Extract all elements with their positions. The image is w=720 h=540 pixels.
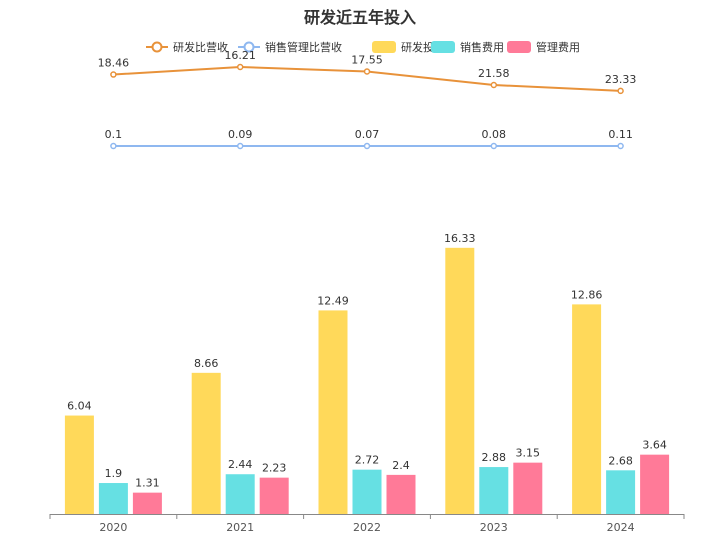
x-tick-label: 2020 [99,521,127,534]
line-point [110,142,117,150]
bar [352,469,382,514]
line-value-label: 0.09 [228,128,253,141]
line-value-label: 17.55 [351,53,383,66]
legend-label: 研发比营收 [173,40,228,54]
line-point [490,142,498,150]
x-tick-label: 2022 [353,521,381,534]
x-tick-label: 2021 [226,521,254,534]
bar [445,247,475,515]
line-value-label: 16.21 [224,49,256,62]
bar-value-label: 16.33 [444,232,476,245]
bar [479,467,509,514]
line-value-label: 18.46 [98,57,130,70]
bar-value-label: 3.15 [516,447,541,460]
legend-swatch-icon [431,41,455,53]
legend-marker-icon [243,41,255,53]
line-point [617,142,624,150]
bar [572,304,602,514]
line-point [110,71,117,78]
line-point [236,142,244,150]
x-tick-label: 2024 [607,521,635,534]
bar [259,477,289,514]
legend-swatch-icon [372,41,396,53]
bar-value-label: 2.44 [228,458,253,471]
legend-label: 管理费用 [536,40,580,54]
line-value-label: 0.07 [355,128,380,141]
line-point [617,87,624,95]
bar-value-label: 2.88 [482,451,507,464]
bar [191,372,221,514]
line-value-label: 0.08 [482,128,507,141]
bar-value-label: 1.9 [105,467,123,480]
bar-value-label: 2.23 [262,462,287,475]
bar [225,474,255,514]
x-tick-label: 2023 [480,521,508,534]
line-value-label: 21.58 [478,67,510,80]
bar-value-label: 8.66 [194,357,219,370]
bar-value-label: 3.64 [642,439,667,452]
legend-label: 销售费用 [460,40,504,54]
bar-value-label: 2.72 [355,454,380,467]
bar-value-label: 2.68 [608,454,633,467]
bar-value-label: 12.86 [571,288,603,301]
bar-value-label: 12.49 [317,294,349,307]
chart-title: 研发近五年投入 [303,8,416,27]
bar [640,454,670,514]
line-point [236,63,244,71]
bar-value-label: 6.04 [67,400,92,413]
line-point [363,68,371,75]
bar-value-label: 2.4 [392,459,410,472]
legend-swatch-icon [507,41,531,53]
line-value-label: 0.11 [608,128,633,141]
line-point [490,81,498,89]
line-value-label: 0.1 [105,128,123,141]
legend-label: 销售管理比营收 [265,40,342,54]
line-value-label: 23.33 [605,73,637,86]
bar [132,492,162,514]
bar-value-label: 1.31 [135,477,160,490]
line-point [363,142,371,150]
legend-marker-icon [151,41,163,53]
bar [98,483,128,514]
bar [513,462,543,514]
bar [606,470,636,514]
bar [386,474,416,514]
bar [318,310,348,514]
bar [64,415,94,514]
